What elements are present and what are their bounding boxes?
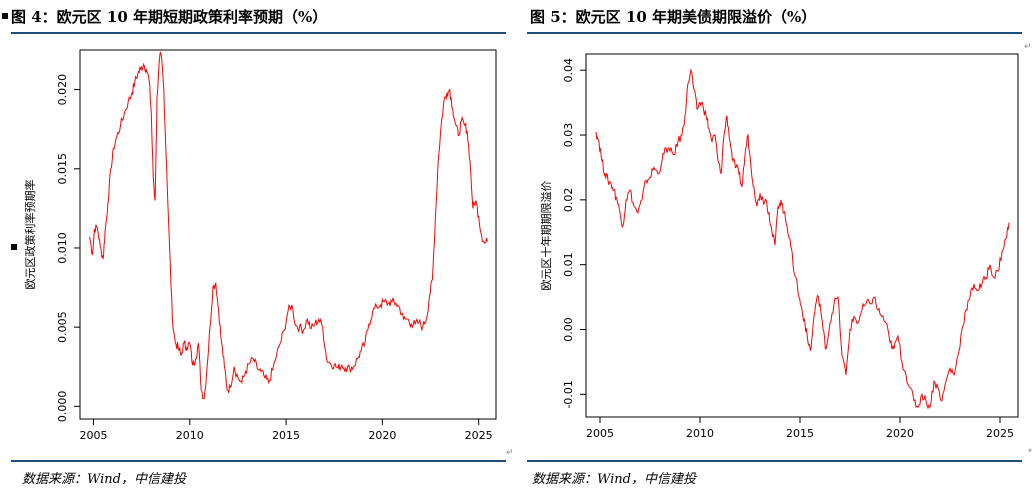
- y-axis-label: 欧元区十年期期限溢价: [539, 181, 553, 291]
- y-tick-label: 0.02: [562, 188, 575, 213]
- x-tick-label: 2020: [368, 429, 396, 442]
- figure-4-title: 图 4：欧元区 10 年期短期政策利率预期（%）: [11, 8, 328, 26]
- x-tick-label: 2025: [465, 429, 493, 442]
- title-bullet-icon: [2, 13, 8, 19]
- y-tick-label: -0.01: [562, 380, 575, 408]
- series-line: [595, 68, 1010, 410]
- x-tick-label: 2005: [79, 429, 107, 442]
- figure-4-source: 数据来源：Wind，中信建投: [22, 472, 186, 487]
- x-tick-label: 2010: [686, 427, 714, 440]
- x-tick-label: 2015: [786, 427, 814, 440]
- figure-5-chart: 2005 2010 2015 2020 2025 -0.01 0.00 0.01 0.02 0.0…: [539, 53, 1032, 456]
- plot-frame: [79, 49, 497, 420]
- series-line: [89, 51, 488, 400]
- x-tick-label: 2010: [176, 429, 204, 442]
- figure-4-bottom-rule: [11, 460, 506, 462]
- figure-5-top-rule: [527, 32, 1022, 34]
- x-tick-label: 2015: [272, 429, 300, 442]
- y-tick-label: 0.000: [56, 391, 69, 423]
- figure-4-top-rule: [11, 32, 506, 34]
- y-axis-label: 欧元区政策利率预期率: [23, 180, 37, 290]
- figure-4-chart: 2005 2010 2015 2020 2025 0.000 0.005 0.010 0.015…: [23, 49, 514, 458]
- y-tick-label: 0.005: [56, 311, 69, 343]
- paragraph-mark: ↵: [1024, 42, 1032, 52]
- x-tick-label: 2020: [886, 427, 914, 440]
- y-tick-label: 0.010: [56, 232, 69, 263]
- figure-5-source: 数据来源：Wind，中信建投: [532, 472, 696, 487]
- y-tick-label: 0.04: [562, 58, 575, 82]
- paragraph-mark: ↵: [1028, 446, 1032, 456]
- y-tick-label: 0.01: [562, 252, 575, 277]
- figure-5-bottom-rule: [527, 460, 1022, 462]
- figure-5-title: 图 5：欧元区 10 年期美债期限溢价（%）: [530, 8, 817, 26]
- plot-frame: [585, 53, 1019, 418]
- y-tick-label: 0.03: [562, 123, 575, 148]
- y-tick-label: 0.00: [562, 317, 575, 342]
- x-tick-label: 2025: [986, 427, 1014, 440]
- y-tick-label: 0.015: [56, 153, 69, 185]
- y-tick-label: 0.020: [56, 74, 69, 106]
- x-tick-label: 2005: [586, 427, 614, 440]
- ylabel-bullet-icon: [11, 244, 17, 250]
- paragraph-mark: ↵: [506, 448, 514, 458]
